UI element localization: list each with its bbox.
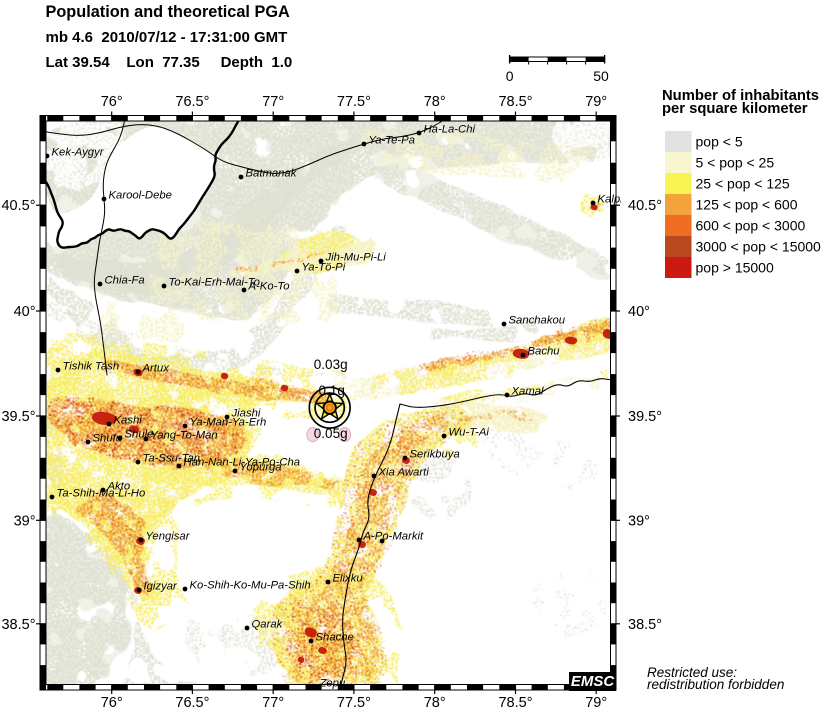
svg-text:Akto: Akto <box>107 481 131 493</box>
svg-text:Shule: Shule <box>125 429 154 441</box>
svg-text:39.5°: 39.5° <box>628 409 662 425</box>
svg-text:Shufu: Shufu <box>93 433 123 445</box>
svg-text:Jiashi: Jiashi <box>231 408 261 420</box>
svg-text:125 < pop < 600: 125 < pop < 600 <box>696 197 798 213</box>
svg-text:3000 < pop < 15000: 3000 < pop < 15000 <box>696 239 821 255</box>
svg-text:Shache: Shache <box>316 632 354 644</box>
svg-text:38.5°: 38.5° <box>628 617 662 633</box>
svg-text:0.05g: 0.05g <box>314 426 348 441</box>
svg-text:76.5°: 76.5° <box>175 94 209 110</box>
svg-text:79°: 79° <box>585 94 607 110</box>
svg-text:Qarak: Qarak <box>252 619 284 631</box>
svg-text:A-Ko-To: A-Ko-To <box>248 281 290 293</box>
svg-text:Kek-Aygyr: Kek-Aygyr <box>52 147 105 159</box>
svg-text:40°: 40° <box>14 304 36 320</box>
svg-text:Yopurga: Yopurga <box>240 462 282 474</box>
svg-text:pop > 15000: pop > 15000 <box>696 260 774 276</box>
svg-text:Batmanak: Batmanak <box>246 168 298 180</box>
svg-text:pop < 5: pop < 5 <box>696 134 743 150</box>
svg-text:Zepu: Zepu <box>319 678 346 690</box>
svg-text:78°: 78° <box>424 94 446 110</box>
svg-text:76°: 76° <box>101 695 123 709</box>
svg-text:0: 0 <box>506 68 514 84</box>
svg-text:25 < pop < 125: 25 < pop < 125 <box>696 176 790 192</box>
svg-text:Ko-Shih-Ko-Mu-Pa-Shih: Ko-Shih-Ko-Mu-Pa-Shih <box>190 580 311 592</box>
svg-text:Artux: Artux <box>142 363 170 375</box>
svg-text:Ya-Te-Pa: Ya-Te-Pa <box>369 135 415 147</box>
svg-text:To-Kai-Erh-Mai-To: To-Kai-Erh-Mai-To <box>169 277 260 289</box>
svg-text:Tishik Tash: Tishik Tash <box>63 361 120 373</box>
svg-text:39°: 39° <box>628 513 650 529</box>
svg-text:A-Po-Markit: A-Po-Markit <box>363 531 424 543</box>
svg-text:Ta-Ssu-Tan: Ta-Ssu-Tan <box>143 453 201 465</box>
svg-text:77°: 77° <box>262 695 284 709</box>
svg-text:Ya-Man-Ya-Erh: Ya-Man-Ya-Erh <box>190 417 267 429</box>
svg-text:Kalpi: Kalpi <box>598 194 624 206</box>
svg-text:Xia Awarti: Xia Awarti <box>378 467 430 479</box>
svg-text:79°: 79° <box>585 695 607 709</box>
svg-text:Ya-Tö-Pi: Ya-Tö-Pi <box>302 262 346 274</box>
svg-text:Ta-Shih-Ma-Li-Ho: Ta-Shih-Ma-Li-Ho <box>57 488 146 500</box>
svg-text:39.5°: 39.5° <box>1 409 35 425</box>
svg-text:Bachu: Bachu <box>528 346 561 358</box>
svg-text:Ha-La-Chi: Ha-La-Chi <box>424 124 476 136</box>
svg-text:Igizyar: Igizyar <box>144 581 179 593</box>
svg-text:Chia-Fa: Chia-Fa <box>105 275 145 287</box>
svg-text:78.5°: 78.5° <box>498 695 532 709</box>
svg-text:77°: 77° <box>262 94 284 110</box>
svg-text:Serikbuya: Serikbuya <box>410 449 460 461</box>
svg-text:77.5°: 77.5° <box>337 695 371 709</box>
svg-text:Karool-Debe: Karool-Debe <box>109 190 172 202</box>
svg-text:Yengisar: Yengisar <box>146 531 191 543</box>
svg-text:Wu-T-Ai: Wu-T-Ai <box>449 427 490 439</box>
svg-text:Elixku: Elixku <box>333 573 364 585</box>
svg-text:40.5°: 40.5° <box>1 198 35 214</box>
svg-text:76°: 76° <box>101 94 123 110</box>
svg-text:5 < pop < 25: 5 < pop < 25 <box>696 155 775 171</box>
svg-text:40.5°: 40.5° <box>628 198 662 214</box>
svg-text:Jih-Mu-Pi-Li: Jih-Mu-Pi-Li <box>325 252 387 264</box>
svg-text:40°: 40° <box>628 304 650 320</box>
svg-text:600 < pop < 3000: 600 < pop < 3000 <box>696 218 806 234</box>
svg-text:38.5°: 38.5° <box>1 617 35 633</box>
svg-text:Sanchakou: Sanchakou <box>509 315 566 327</box>
svg-text:77.5°: 77.5° <box>337 94 371 110</box>
svg-text:Xamal: Xamal <box>511 386 545 398</box>
svg-text:78°: 78° <box>424 695 446 709</box>
svg-text:76.5°: 76.5° <box>175 695 209 709</box>
svg-text:39°: 39° <box>14 513 36 529</box>
svg-text:Yang-To-Man: Yang-To-Man <box>151 430 218 442</box>
svg-text:0.03g: 0.03g <box>314 357 348 372</box>
svg-text:Han-Nan-Li-Ya-Po-Cha: Han-Nan-Li-Ya-Po-Cha <box>184 457 301 469</box>
svg-text:50: 50 <box>593 68 609 84</box>
svg-text:Kashi: Kashi <box>114 415 143 427</box>
svg-text:78.5°: 78.5° <box>498 94 532 110</box>
